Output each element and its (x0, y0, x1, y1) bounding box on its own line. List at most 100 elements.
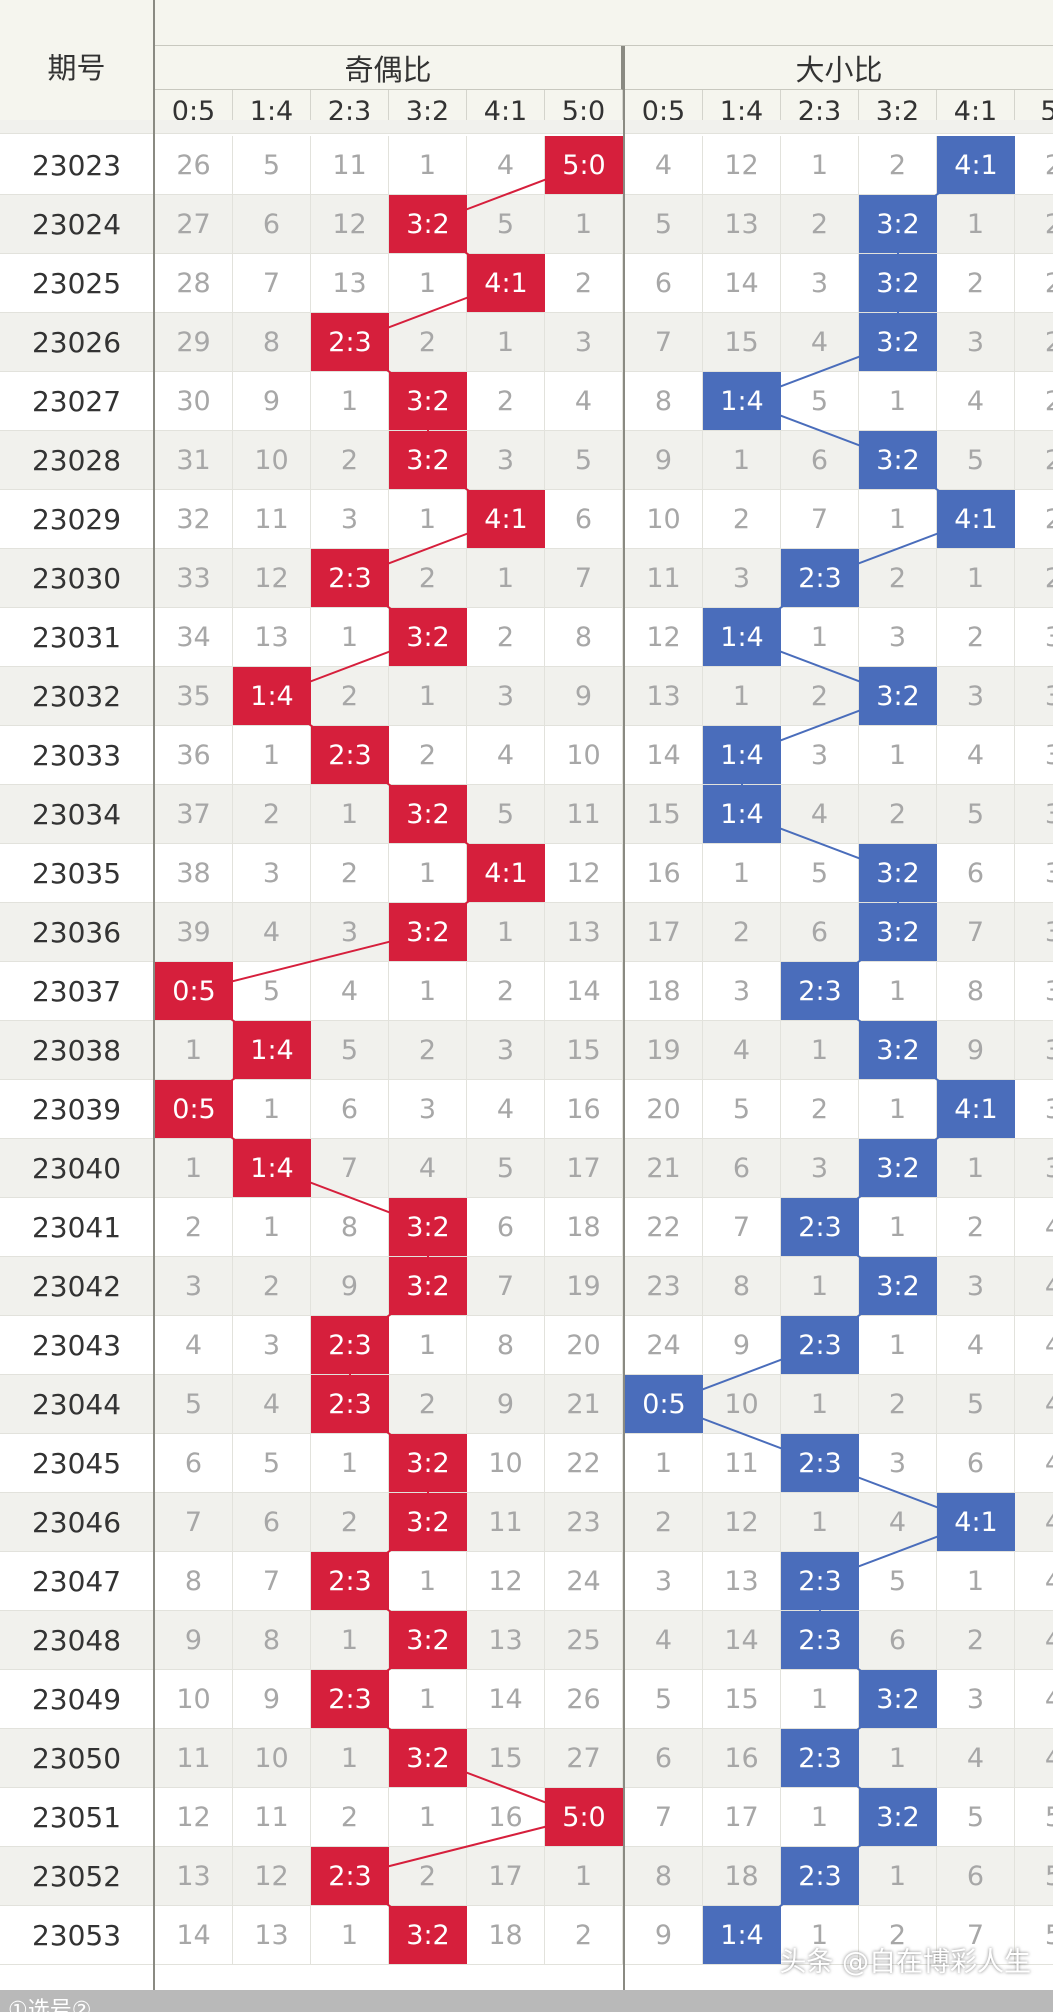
big-small-miss-count: 6 (625, 1729, 703, 1787)
odd-even-miss-count: 1 (389, 1670, 467, 1728)
odd-even-miss-count: 30 (155, 372, 233, 430)
odd-even-miss-count: 11 (155, 1729, 233, 1787)
big-small-miss-count: 4 (1015, 1611, 1053, 1669)
big-small-miss-count: 3 (1015, 1021, 1053, 1079)
odd-even-group-header: 奇偶比 (155, 46, 623, 90)
odd-even-hit-cell: 1:4 (233, 1139, 311, 1197)
big-small-hit-cell: 2:3 (781, 962, 859, 1020)
odd-even-miss-count: 11 (233, 1788, 311, 1846)
period-cell: 23053 (31, 1918, 122, 1952)
odd-even-miss-count: 37 (155, 785, 233, 843)
odd-even-miss-count: 4 (467, 136, 545, 194)
odd-even-miss-count: 32 (155, 490, 233, 548)
big-small-miss-count: 2 (1015, 490, 1053, 548)
odd-even-miss-count: 3 (311, 903, 389, 961)
big-small-miss-count: 7 (937, 903, 1015, 961)
odd-even-hit-cell: 2:3 (311, 549, 389, 607)
odd-even-miss-count: 19 (545, 1257, 623, 1315)
big-small-miss-count: 12 (703, 1493, 781, 1551)
odd-even-miss-count: 1 (467, 313, 545, 371)
odd-even-miss-count: 14 (467, 1670, 545, 1728)
period-cell: 23022 (0, 120, 153, 133)
big-small-hit-cell: 4:1 (937, 490, 1015, 548)
big-small-miss-count: 2 (859, 549, 937, 607)
odd-even-miss-count: 7 (545, 549, 623, 607)
bottom-toolbar-label[interactable]: ①选号② (8, 1998, 92, 2012)
big-small-miss-count: 5 (937, 431, 1015, 489)
big-small-hit-cell: 3:2 (859, 844, 937, 902)
odd-even-miss-count: 12 (155, 1788, 233, 1846)
odd-even-miss-count: 4 (233, 1375, 311, 1433)
big-small-miss-count: 3 (781, 254, 859, 312)
big-small-hit-cell: 3:2 (859, 1670, 937, 1728)
big-small-miss-count: 8 (937, 962, 1015, 1020)
big-small-hit-cell: 1:4 (703, 726, 781, 784)
big-small-miss-count: 3 (1015, 962, 1053, 1020)
big-small-miss-count: 2 (859, 1375, 937, 1433)
big-small-miss-count: 1 (859, 1080, 937, 1138)
big-small-hit-cell: 3:2 (859, 1257, 937, 1315)
odd-even-miss-count: 3 (311, 490, 389, 548)
big-small-miss-count: 1 (859, 1198, 937, 1256)
odd-even-miss-count: 9 (233, 1670, 311, 1728)
odd-even-miss-count: 2 (311, 1788, 389, 1846)
big-small-hit-cell: 4:1 (937, 1493, 1015, 1551)
big-small-miss-count: 5 (937, 1788, 1015, 1846)
odd-even-miss-count: 28 (155, 254, 233, 312)
odd-even-hit-cell: 3:2 (389, 1729, 467, 1787)
odd-even-miss-count: 1 (389, 1788, 467, 1846)
big-small-miss-count: 3 (1015, 726, 1053, 784)
odd-even-miss-count: 13 (545, 903, 623, 961)
odd-even-miss-count: 2 (389, 549, 467, 607)
odd-even-miss-count: 3 (545, 313, 623, 371)
odd-even-hit-cell: 4:1 (467, 254, 545, 312)
big-small-miss-count: 1 (937, 195, 1015, 253)
odd-even-miss-count: 1 (311, 372, 389, 430)
odd-even-miss-count: 12 (467, 1552, 545, 1610)
odd-even-miss-count: 11 (311, 136, 389, 194)
odd-even-miss-count: 11 (545, 785, 623, 843)
big-small-miss-count: 3 (1015, 1139, 1053, 1197)
big-small-miss-count: 4 (937, 726, 1015, 784)
odd-even-miss-count: 8 (233, 313, 311, 371)
odd-even-miss-count: 12 (233, 549, 311, 607)
odd-even-miss-count: 13 (233, 608, 311, 666)
big-small-miss-count: 1 (781, 1257, 859, 1315)
big-small-miss-count: 1 (859, 1847, 937, 1905)
odd-even-miss-count: 5 (233, 962, 311, 1020)
odd-even-miss-count: 2 (389, 1847, 467, 1905)
odd-even-miss-count: 1 (311, 1434, 389, 1492)
big-small-miss-count: 6 (859, 1611, 937, 1669)
big-small-miss-count: 6 (937, 1434, 1015, 1492)
odd-even-miss-count: 10 (233, 431, 311, 489)
big-small-miss-count: 1 (781, 608, 859, 666)
big-small-miss-count: 19 (625, 1021, 703, 1079)
odd-even-miss-count: 6 (233, 195, 311, 253)
big-small-miss-count: 1 (937, 1552, 1015, 1610)
big-small-miss-count: 1 (703, 667, 781, 725)
big-small-hit-cell: 1:4 (703, 785, 781, 843)
odd-even-miss-count: 5 (467, 195, 545, 253)
odd-even-miss-count: 4 (467, 1080, 545, 1138)
odd-even-miss-count: 10 (545, 726, 623, 784)
big-small-miss-count: 3 (859, 608, 937, 666)
odd-even-miss-count: 9 (545, 667, 623, 725)
odd-even-miss-count: 31 (155, 431, 233, 489)
odd-even-miss-count: 5 (233, 1434, 311, 1492)
big-small-miss-count: 15 (625, 785, 703, 843)
big-small-miss-count: 2 (625, 1493, 703, 1551)
big-small-miss-count: 4 (1015, 1257, 1053, 1315)
odd-even-miss-count: 29 (155, 313, 233, 371)
big-small-hit-cell: 3:2 (859, 254, 937, 312)
period-cell: 23031 (31, 620, 122, 654)
big-small-miss-count: 4 (625, 136, 703, 194)
period-cell: 23047 (31, 1564, 122, 1598)
odd-even-miss-count: 6 (545, 490, 623, 548)
big-small-miss-count: 12 (703, 136, 781, 194)
odd-even-hit-cell: 2:3 (311, 313, 389, 371)
